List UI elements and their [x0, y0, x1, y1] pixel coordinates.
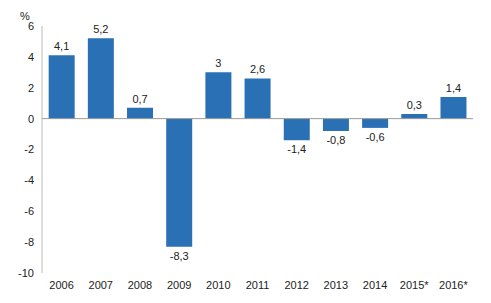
svg-text:-1,4: -1,4: [287, 143, 306, 155]
svg-text:2014: 2014: [363, 279, 387, 291]
svg-text:2: 2: [28, 82, 34, 94]
svg-text:2007: 2007: [89, 279, 113, 291]
svg-text:-4: -4: [24, 174, 34, 186]
svg-text:4,1: 4,1: [54, 40, 69, 52]
svg-text:3: 3: [215, 57, 221, 69]
svg-text:-0,8: -0,8: [326, 134, 345, 146]
svg-text:2009: 2009: [167, 279, 191, 291]
svg-text:2016*: 2016*: [439, 279, 468, 291]
svg-text:2013: 2013: [324, 279, 348, 291]
svg-text:6: 6: [27, 19, 34, 32]
svg-text:0,3: 0,3: [407, 99, 422, 111]
svg-text:2015*: 2015*: [400, 279, 429, 291]
svg-text:-0,6: -0,6: [366, 131, 385, 143]
svg-text:-8,3: -8,3: [170, 250, 189, 262]
svg-text:0,7: 0,7: [132, 93, 147, 105]
svg-text:5,2: 5,2: [93, 23, 108, 35]
svg-text:1,4: 1,4: [446, 82, 461, 94]
svg-text:2011: 2011: [246, 279, 270, 291]
svg-text:0: 0: [28, 113, 34, 125]
svg-text:4: 4: [28, 51, 34, 63]
svg-text:-8: -8: [24, 236, 34, 248]
svg-text:2008: 2008: [128, 279, 152, 291]
svg-text:2,6: 2,6: [250, 63, 265, 75]
svg-text:2012: 2012: [284, 279, 308, 291]
svg-text:2006: 2006: [49, 279, 73, 291]
svg-text:%: %: [20, 10, 30, 22]
svg-text:-10: -10: [18, 267, 34, 279]
svg-text:-2: -2: [24, 143, 34, 155]
svg-text:-6: -6: [24, 205, 34, 217]
svg-text:2010: 2010: [206, 279, 230, 291]
